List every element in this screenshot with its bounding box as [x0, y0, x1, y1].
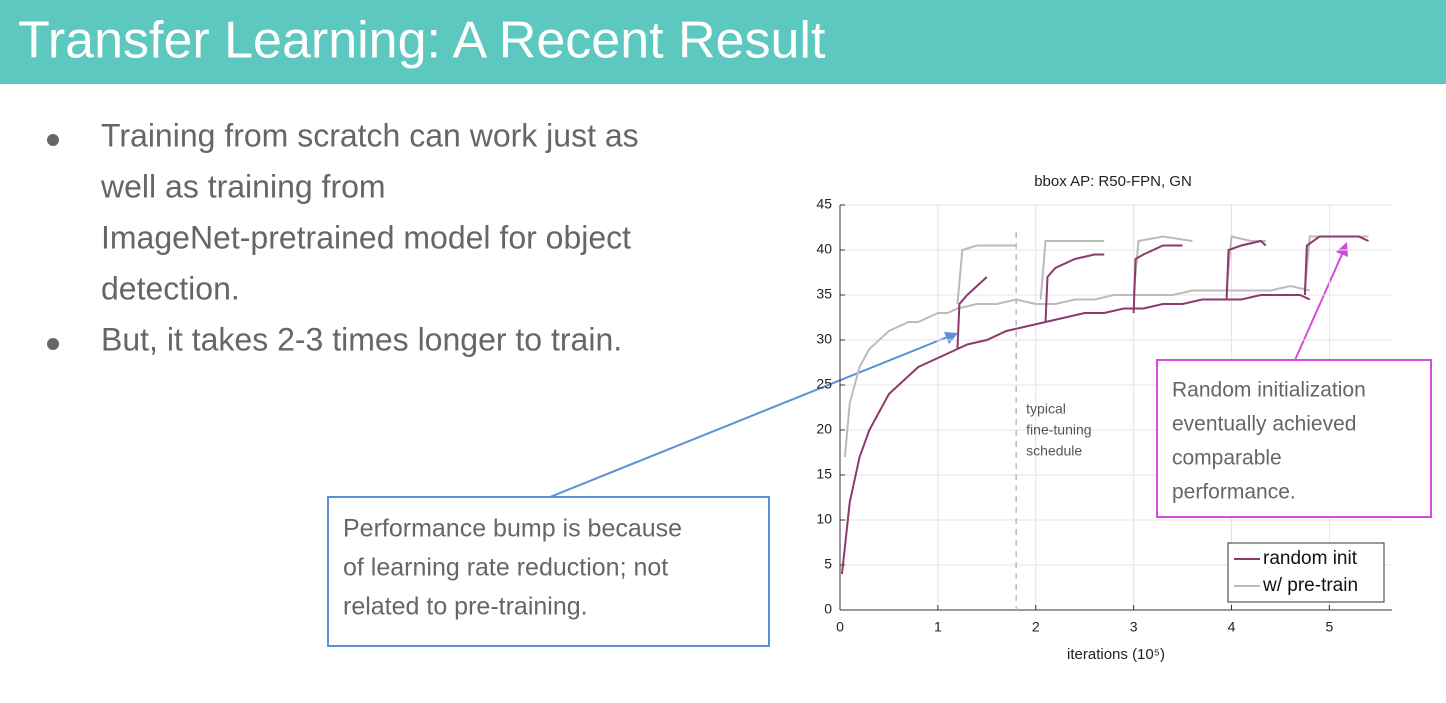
- y-tick-label: 40: [816, 241, 832, 257]
- header-band: [0, 0, 1446, 84]
- chart-title: bbox AP: R50-FPN, GN: [1034, 173, 1192, 190]
- bullet-dot: [47, 338, 59, 350]
- bullet-dot: [47, 134, 59, 146]
- y-tick-label: 10: [816, 511, 832, 527]
- x-axis-label: iterations (10⁵): [1067, 646, 1165, 663]
- series-line: [1303, 235, 1369, 296]
- series-line: [1225, 239, 1267, 300]
- x-tick-label: 2: [1032, 619, 1040, 635]
- callout-text: of learning rate reduction; not: [343, 554, 668, 582]
- callout-text: Random initialization: [1172, 379, 1366, 402]
- legend-label: random init: [1263, 548, 1358, 569]
- bullet-text: But, it takes 2-3 times longer to train.: [101, 321, 622, 357]
- annotation-text: typical: [1026, 401, 1066, 417]
- x-tick-label: 5: [1325, 619, 1333, 635]
- bullet-text: detection.: [101, 270, 240, 306]
- y-tick-label: 0: [824, 601, 832, 617]
- series-line: [843, 284, 1311, 458]
- bullet-text: well as training from: [100, 168, 386, 204]
- arrow-head: [944, 332, 958, 344]
- callout-text: related to pre-training.: [343, 593, 588, 621]
- series-line: [956, 276, 988, 350]
- callout-arrow: [1294, 251, 1344, 361]
- y-tick-label: 15: [816, 466, 832, 482]
- x-tick-label: 4: [1228, 619, 1236, 635]
- series-line: [1132, 244, 1183, 314]
- slide-title: Transfer Learning: A Recent Result: [18, 12, 826, 70]
- bullet-text: ImageNet-pretrained model for object: [101, 219, 631, 255]
- x-tick-label: 1: [934, 619, 942, 635]
- callout-text: eventually achieved: [1172, 413, 1356, 436]
- annotation-text: schedule: [1026, 443, 1082, 459]
- y-tick-label: 25: [816, 376, 832, 392]
- y-tick-label: 20: [816, 421, 832, 437]
- callout-box: [327, 496, 770, 647]
- legend-box: [1227, 542, 1385, 603]
- callout-text: Performance bump is because: [343, 515, 682, 543]
- callout-text: comparable: [1172, 447, 1282, 470]
- callout-text: performance.: [1172, 481, 1296, 504]
- series-line: [840, 294, 1311, 575]
- callout-arrow: [549, 335, 951, 498]
- bullet-text: Training from scratch can work just as: [101, 117, 639, 153]
- legend-label: w/ pre-train: [1262, 575, 1358, 596]
- y-tick-label: 35: [816, 286, 832, 302]
- callout-box: [1156, 359, 1432, 518]
- x-tick-label: 3: [1130, 619, 1138, 635]
- series-line: [1303, 235, 1369, 291]
- y-tick-label: 45: [816, 196, 832, 212]
- annotation-text: fine-tuning: [1026, 422, 1091, 438]
- y-tick-label: 5: [824, 556, 832, 572]
- x-tick-label: 0: [836, 619, 844, 635]
- series-line: [956, 244, 1017, 305]
- series-line: [1039, 240, 1105, 300]
- series-line: [1044, 253, 1105, 323]
- y-tick-label: 30: [816, 331, 832, 347]
